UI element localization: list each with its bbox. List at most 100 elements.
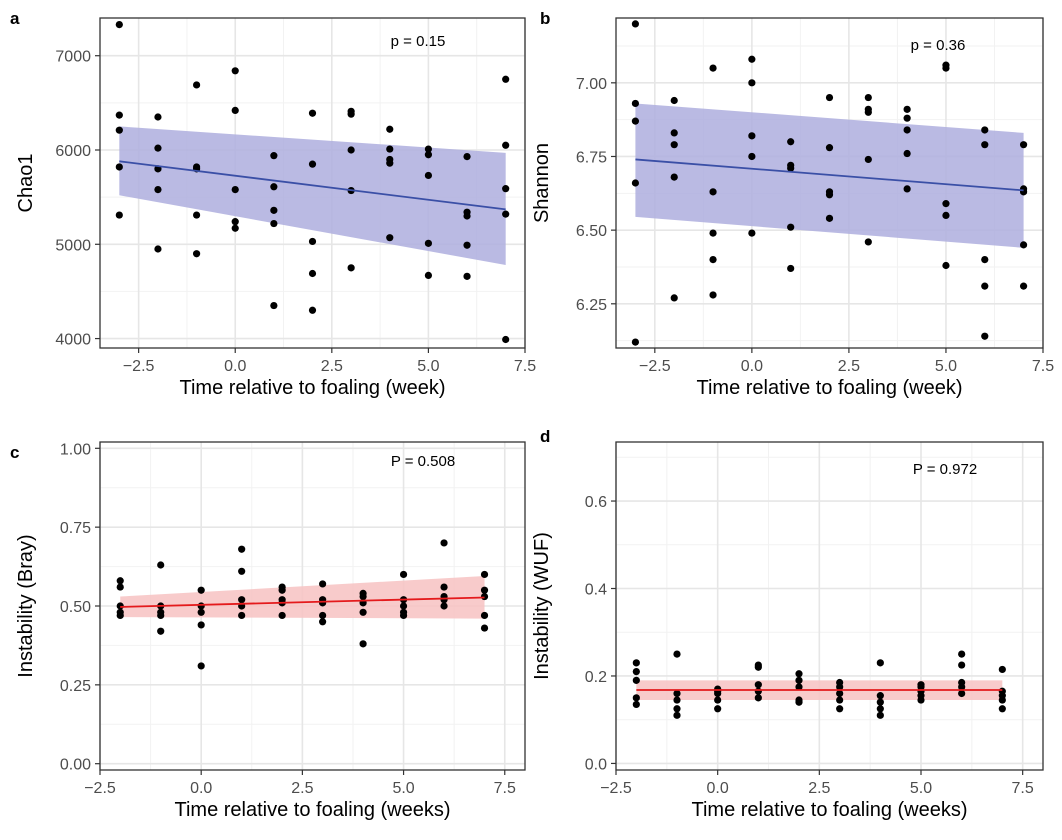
x-tick-label: 7.5 — [1012, 780, 1034, 797]
data-point — [981, 332, 989, 340]
data-point — [876, 692, 884, 700]
panel-letter: c — [10, 443, 19, 462]
data-point — [197, 586, 205, 594]
y-tick-label: 0.25 — [60, 678, 91, 695]
p-value-annotation: p = 0.36 — [911, 37, 966, 54]
data-point — [864, 238, 872, 246]
data-point — [319, 599, 327, 607]
x-tick-label: 0.0 — [741, 358, 763, 375]
data-point — [917, 696, 925, 704]
x-tick-label: 7.5 — [1032, 358, 1054, 375]
y-tick-label: 4000 — [55, 332, 91, 349]
data-point — [480, 592, 489, 601]
data-point — [157, 611, 165, 620]
data-point — [632, 676, 640, 684]
x-tick-label: 5.0 — [417, 358, 439, 375]
x-tick-label: 5.0 — [910, 780, 932, 797]
data-point — [480, 570, 489, 579]
panel-a: a −2.5 0.0 2.5 5.0 7.5 4000 5000 6000 7000 Time r… — [10, 9, 536, 399]
data-point — [480, 611, 489, 620]
data-point — [632, 659, 640, 667]
y-tick-label: 0.2 — [585, 669, 607, 686]
data-point — [1019, 141, 1028, 149]
data-point — [319, 611, 327, 620]
data-point — [795, 670, 803, 678]
data-point — [748, 79, 756, 87]
data-point — [359, 592, 367, 601]
data-point — [115, 163, 123, 171]
data-point — [714, 689, 722, 698]
data-point — [673, 689, 681, 698]
data-point — [399, 570, 408, 579]
plot-area: −2.5 0.0 2.5 5.0 7.5 0.00 0.25 0.50 0.75 1.00 — [60, 441, 526, 797]
data-point — [424, 151, 433, 159]
data-point — [319, 580, 327, 588]
data-point — [787, 138, 795, 146]
data-point — [998, 665, 1006, 674]
data-point — [197, 608, 205, 616]
data-point — [359, 608, 367, 616]
data-point — [278, 611, 286, 620]
x-tick-label: 5.0 — [392, 780, 414, 797]
data-point — [903, 126, 911, 134]
x-tick-label: −2.5 — [84, 780, 116, 797]
data-point — [903, 185, 911, 193]
data-point — [876, 705, 884, 713]
data-point — [942, 200, 950, 208]
data-point — [876, 698, 884, 706]
data-point — [942, 64, 950, 72]
plot-background — [616, 442, 1043, 770]
y-tick-label: 0.00 — [60, 757, 91, 774]
data-point — [714, 696, 722, 704]
y-tick-label: 0.0 — [585, 756, 607, 773]
data-point — [115, 21, 123, 29]
data-point — [308, 109, 317, 117]
data-point — [748, 152, 756, 161]
panel-letter: d — [540, 427, 550, 446]
data-point — [942, 211, 950, 220]
data-point — [754, 681, 762, 689]
panel-b: b −2.5 0.0 2.5 5.0 7.5 6.25 6.50 6.75 7.00 Time r… — [531, 9, 1054, 399]
y-tick-label: 6.75 — [576, 149, 607, 166]
data-point — [463, 272, 471, 280]
panel-c: c −2.5 0.0 2.5 5.0 7.5 0.00 0.25 0.50 0.75 1.00 Ti… — [10, 441, 526, 821]
data-point — [825, 191, 834, 199]
data-point — [836, 696, 844, 704]
data-point — [864, 93, 872, 102]
data-point — [787, 164, 795, 172]
data-point — [825, 214, 834, 222]
data-point — [825, 93, 834, 102]
data-point — [709, 291, 717, 299]
data-point — [270, 183, 278, 191]
y-tick-label: 1.00 — [60, 441, 91, 458]
data-point — [825, 144, 834, 152]
panel-d: d −2.5 0.0 2.5 5.0 7.5 0.0 0.2 0.4 0.6 Time relat… — [531, 427, 1044, 821]
data-point — [673, 696, 681, 704]
data-point — [631, 117, 640, 125]
plot-area: −2.5 0.0 2.5 5.0 7.5 0.0 0.2 0.4 0.6 — [585, 441, 1044, 797]
panel-letter: b — [540, 9, 550, 28]
data-point — [116, 577, 124, 585]
data-point — [748, 229, 756, 237]
confidence-band — [120, 576, 485, 619]
y-axis-title: Shannon — [531, 143, 553, 223]
data-point — [958, 683, 966, 691]
data-point — [502, 210, 510, 218]
data-point — [670, 96, 678, 105]
data-point — [197, 602, 205, 610]
data-point — [502, 141, 510, 149]
data-point — [278, 586, 286, 594]
data-point — [836, 705, 844, 713]
data-point — [154, 144, 162, 152]
x-tick-label: 7.5 — [514, 358, 536, 375]
data-point — [748, 132, 756, 140]
data-point — [157, 627, 165, 635]
data-point — [440, 602, 448, 610]
data-point — [440, 596, 448, 604]
y-tick-label: 7000 — [55, 49, 91, 66]
x-axis-title: Time relative to foaling (weeks) — [691, 799, 967, 821]
data-point — [238, 567, 246, 575]
data-point — [981, 141, 989, 149]
data-point — [754, 687, 762, 695]
